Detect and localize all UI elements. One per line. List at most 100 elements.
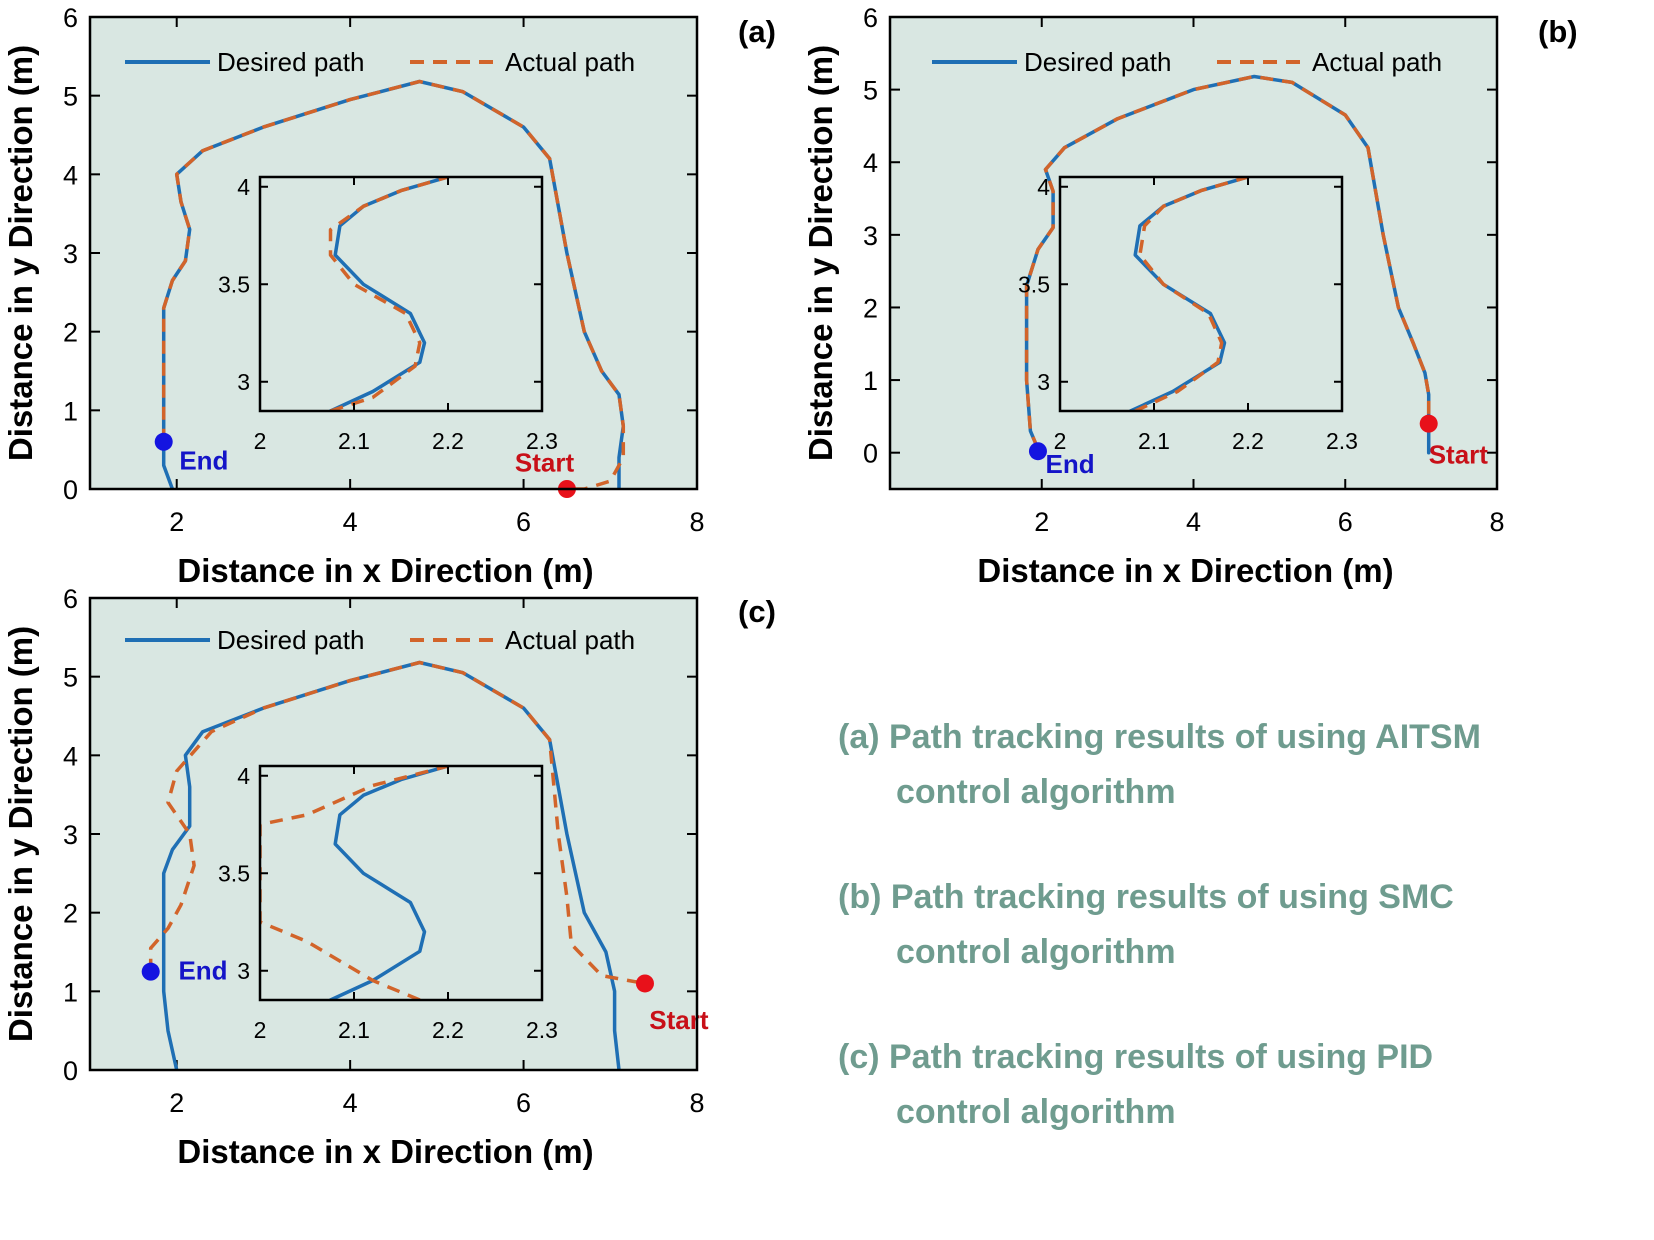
legend-label-desired: Desired path: [217, 47, 364, 77]
y-tick-label: 2: [863, 293, 878, 323]
inset-desired-path-line: [328, 766, 450, 1000]
legend-label-desired: Desired path: [217, 625, 364, 655]
caption-item-c: (c) Path tracking results of using PID c…: [838, 1030, 1638, 1140]
y-tick-label: 2: [63, 318, 78, 348]
inset-actual-path-line: [260, 766, 449, 1000]
caption-b-line1: (b) Path tracking results of using SMC: [838, 878, 1454, 916]
inset-y-tick-label: 3.5: [218, 860, 250, 886]
chart-panel-b: 2 4 6 8 0 1 2 3 4 5 6 Distance in x Direction (m) Di…: [802, 3, 1578, 589]
inset-x-tick-label: 2: [254, 1017, 267, 1043]
inset-x-tick-label: 2.1: [338, 428, 370, 454]
caption-b-line2: control algorithm: [896, 933, 1176, 971]
chart-panel-a: 2 4 6 8 0 1 2 3 4 5 6 Distance in x Direction (m) Di…: [2, 3, 776, 589]
inset-series-group: [1128, 177, 1250, 411]
inset-x-tick-label: 2.3: [526, 428, 558, 454]
inset-y-tick-label: 4: [237, 763, 250, 789]
y-tick-label: 6: [863, 3, 878, 33]
start-label: Start: [649, 1005, 709, 1035]
inset-x-tick-label: 2: [254, 428, 267, 454]
x-tick-label: 6: [516, 507, 531, 537]
x-tick-label: 6: [1338, 507, 1353, 537]
y-tick-label: 3: [863, 221, 878, 251]
inset-y-tick-label: 3: [1037, 369, 1050, 395]
y-tick-label: 3: [63, 820, 78, 850]
series-group: [148, 660, 646, 1070]
start-label: Start: [1429, 440, 1489, 470]
actual-path-line: [1024, 74, 1431, 450]
inset-axes: 2 2.1 2.2 2.3 3 3.5 4: [218, 174, 558, 454]
y-axis-label: Distance in y Direction (m): [2, 626, 39, 1042]
inset-x-tick-label: 2.2: [1232, 428, 1264, 454]
legend-label-actual: Actual path: [505, 625, 635, 655]
x-tick-label: 2: [169, 507, 184, 537]
y-axis-label: Distance in y Direction (m): [802, 45, 839, 461]
start-label: Start: [515, 448, 575, 478]
y-tick-label: 3: [63, 239, 78, 269]
legend-label-actual: Actual path: [1312, 47, 1442, 77]
inset-frame: [258, 175, 544, 413]
inset-y-tick-label: 3.5: [218, 271, 250, 297]
x-tick-label: 4: [343, 1088, 358, 1118]
caption-item-a: (a) Path tracking results of using AITSM…: [838, 710, 1638, 820]
y-tick-label: 4: [63, 160, 78, 190]
panel-label: (a): [738, 14, 776, 49]
legend: Desired path Actual path: [932, 47, 1442, 77]
caption-c-line1: (c) Path tracking results of using PID: [838, 1038, 1434, 1076]
y-tick-label: 0: [863, 439, 878, 469]
panel-label: (b): [1538, 14, 1578, 49]
x-tick-label: 8: [1489, 507, 1504, 537]
inset-axes: 2 2.1 2.2 2.3 3 3.5 4: [1018, 174, 1358, 454]
legend: Desired path Actual path: [125, 47, 635, 77]
legend-label-actual: Actual path: [505, 47, 635, 77]
x-tick-label: 8: [689, 507, 704, 537]
y-tick-label: 5: [63, 82, 78, 112]
inset-x-tick-label: 2.1: [338, 1017, 370, 1043]
inset-x-tick-label: 2.2: [432, 1017, 464, 1043]
x-tick-label: 2: [169, 1088, 184, 1118]
x-tick-label: 2: [1034, 507, 1049, 537]
x-tick-label: 4: [343, 507, 358, 537]
inset-frame: [258, 764, 544, 1002]
end-label: End: [178, 956, 227, 986]
inset-actual-path-line: [1134, 177, 1249, 411]
caption-item-b: (b) Path tracking results of using SMC c…: [838, 870, 1638, 980]
inset-desired-path-line: [328, 177, 450, 411]
panel-label: (c): [738, 594, 776, 629]
legend: Desired path Actual path: [125, 625, 635, 655]
inset-y-tick-label: 4: [1037, 174, 1050, 200]
x-axis-label: Distance in x Direction (m): [177, 1133, 593, 1170]
y-tick-label: 1: [63, 977, 78, 1007]
caption-a-line2: control algorithm: [896, 773, 1176, 811]
y-tick-label: 6: [63, 584, 78, 614]
plot-frame: [888, 15, 1499, 491]
x-axis-label: Distance in x Direction (m): [177, 552, 593, 589]
inset-x-tick-label: 2.1: [1138, 428, 1170, 454]
end-label: End: [1046, 449, 1095, 479]
inset-y-tick-label: 3: [237, 369, 250, 395]
end-marker: [1028, 442, 1047, 461]
inset-series-group: [260, 766, 450, 1000]
inset-series-group: [328, 177, 450, 411]
y-tick-label: 1: [863, 366, 878, 396]
inset-x-tick-label: 2: [1054, 428, 1067, 454]
y-tick-label: 0: [63, 475, 78, 505]
x-tick-label: 8: [689, 1088, 704, 1118]
actual-path-line: [148, 660, 646, 986]
inset-axes: 2 2.1 2.2 2.3 3 3.5 4: [218, 763, 558, 1043]
y-tick-label: 4: [63, 741, 78, 771]
end-marker: [154, 432, 173, 451]
plot-frame: [88, 15, 699, 491]
y-tick-label: 6: [63, 3, 78, 33]
inset-y-tick-label: 3: [237, 958, 250, 984]
actual-path-line: [161, 79, 626, 489]
caption-a-line1: (a) Path tracking results of using AITSM: [838, 718, 1481, 756]
inset-x-tick-label: 2.3: [526, 1017, 558, 1043]
y-tick-label: 5: [863, 76, 878, 106]
inset-x-tick-label: 2.3: [1326, 428, 1358, 454]
start-marker: [1419, 414, 1438, 433]
y-tick-label: 0: [63, 1056, 78, 1086]
x-tick-label: 6: [516, 1088, 531, 1118]
x-tick-label: 4: [1186, 507, 1201, 537]
plot-frame: [88, 596, 699, 1072]
inset-x-tick-label: 2.2: [432, 428, 464, 454]
